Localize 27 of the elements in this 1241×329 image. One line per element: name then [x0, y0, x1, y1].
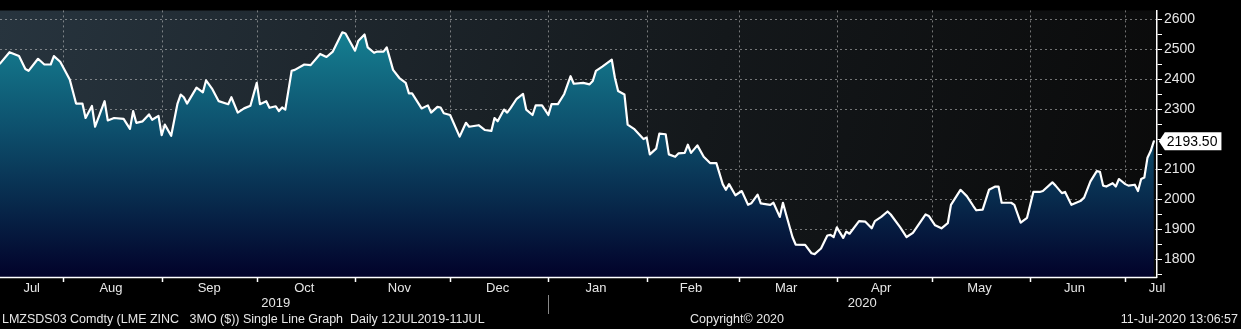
x-tick-label: Jun: [1064, 279, 1086, 295]
y-tick-label: 2300: [1164, 100, 1196, 117]
x-tick-label: Jan: [585, 279, 607, 295]
y-tick-label: 2100: [1164, 160, 1196, 177]
x-tick-label: Apr: [871, 279, 893, 295]
x-tick-label: Jul: [23, 279, 41, 295]
y-tick-label: 1800: [1164, 250, 1196, 267]
x-tick-label: Oct: [294, 279, 315, 295]
x-tick-label: Jul: [1148, 279, 1166, 295]
text: 11-Jul-2020 13:06:57: [1120, 312, 1239, 327]
x-tick-label: Nov: [387, 279, 412, 295]
annotation: 2193.50: [1166, 133, 1218, 150]
x-tick-label: Aug: [99, 279, 123, 295]
y-tick-label: 2000: [1164, 190, 1196, 207]
x-tick-label: Sep: [197, 279, 221, 295]
x-tick-label: Mar: [774, 279, 798, 295]
y-tick-label: 2400: [1164, 70, 1196, 87]
y-tick-label: 2600: [1164, 9, 1196, 26]
x-tick-label: May: [967, 279, 993, 295]
text: LMZSDS03 Comdty (LME ZINC 3MO ($)) Single Line Graph Daily 12JUL2019-11JUL: [2, 312, 485, 327]
x2-tick-label: 2019: [261, 294, 291, 310]
x2-tick-label: 2020: [847, 294, 877, 310]
y-tick-label: 1900: [1164, 220, 1196, 237]
x-tick-label: Feb: [679, 279, 703, 295]
x-tick-label: Dec: [486, 279, 510, 295]
text: Copyright© 2020: [690, 312, 785, 327]
y-tick-label: 2500: [1164, 40, 1196, 57]
